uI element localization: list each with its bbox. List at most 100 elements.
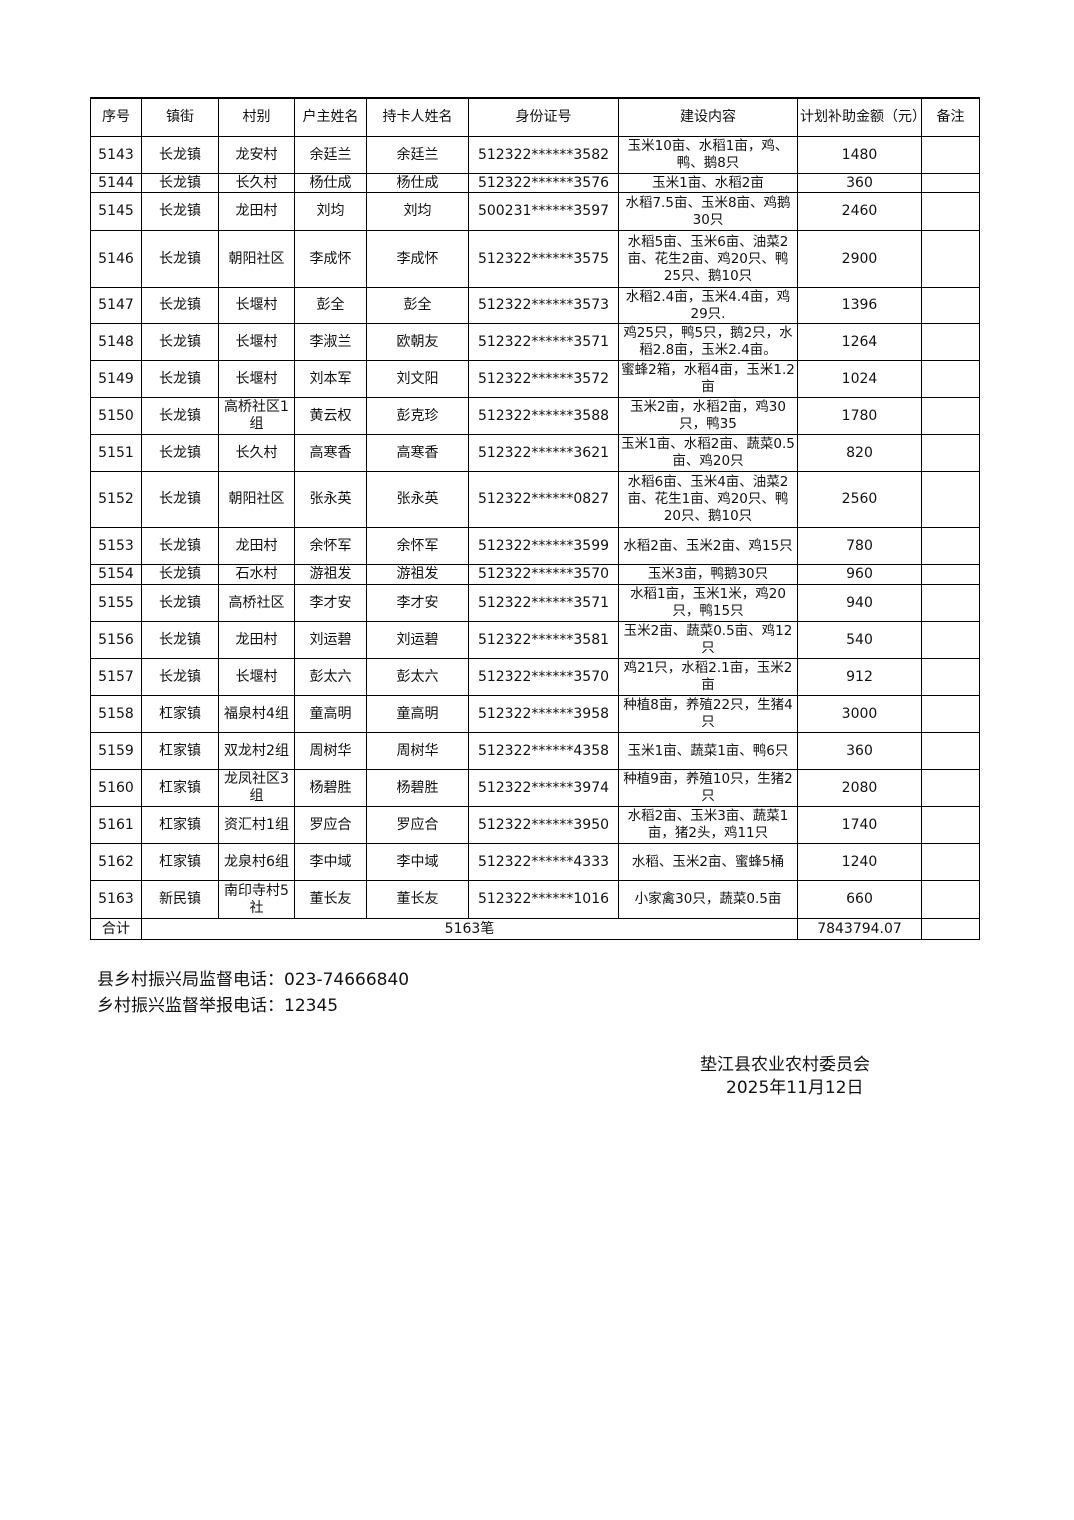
cell-village: 长堰村 [218, 323, 295, 361]
cell-id-number: 512322******4358 [468, 732, 619, 770]
cell-construction-content: 种植8亩，养殖22只，生猪4只 [618, 695, 798, 733]
cell-subsidy-amount: 1240 [797, 843, 922, 881]
cell-householder: 游祖发 [294, 564, 367, 585]
cell-village: 龙田村 [218, 527, 295, 565]
cell-construction-content: 鸡21只，水稻2.1亩，玉米2亩 [618, 658, 798, 696]
cell-construction-content: 水稻5亩、玉米6亩、油菜2亩、花生2亩、鸡20只、鸭25只、鹅10只 [618, 230, 798, 288]
issue-date: 2025年11月12日 [726, 1078, 864, 1098]
cell-cardholder: 童高明 [366, 695, 469, 733]
cell-subsidy-amount: 2560 [797, 471, 922, 528]
cell-seq: 5151 [90, 434, 142, 472]
cell-remark [921, 136, 980, 174]
cell-village: 高桥社区1组 [218, 397, 295, 435]
header-subsidy-amount: 计划补助金额（元） [797, 97, 922, 137]
table-row: 5144 长龙镇 长久村 杨仕成 杨仕成 512322******3576 玉米1亩、水稻2… [90, 173, 980, 193]
cell-town: 长龙镇 [141, 584, 219, 622]
cell-village: 长堰村 [218, 658, 295, 696]
table-row: 5163 新民镇 南印寺村5社 董长友 董长友 512322******1016 小家禽30… [90, 880, 980, 919]
cell-id-number: 512322******3570 [468, 564, 619, 585]
cell-subsidy-amount: 1024 [797, 360, 922, 398]
cell-cardholder: 高寒香 [366, 434, 469, 472]
cell-seq: 5153 [90, 527, 142, 565]
cell-subsidy-amount: 1264 [797, 323, 922, 361]
cell-remark [921, 584, 980, 622]
cell-village: 龙田村 [218, 192, 295, 231]
cell-village: 双龙村2组 [218, 732, 295, 770]
cell-householder: 余廷兰 [294, 136, 367, 174]
cell-town: 杠家镇 [141, 732, 219, 770]
cell-construction-content: 种植9亩，养殖10只，生猪2只 [618, 769, 798, 807]
table-row: 5147 长龙镇 长堰村 彭全 彭全 512322******3573 水稻2.4亩，玉米4… [90, 287, 980, 324]
cell-seq: 5146 [90, 230, 142, 288]
cell-construction-content: 水稻2亩、玉米3亩、蔬菜1亩，猪2头，鸡11只 [618, 806, 798, 844]
cell-remark [921, 880, 980, 919]
cell-id-number: 512322******3621 [468, 434, 619, 472]
cell-seq: 5147 [90, 287, 142, 324]
cell-town: 长龙镇 [141, 360, 219, 398]
cell-id-number: 512322******3572 [468, 360, 619, 398]
issuer: 垫江县农业农村委员会 [700, 1055, 870, 1075]
cell-id-number: 512322******3588 [468, 397, 619, 435]
cell-seq: 5159 [90, 732, 142, 770]
cell-seq: 5154 [90, 564, 142, 585]
cell-village: 龙凤社区3组 [218, 769, 295, 807]
cell-village: 福泉村4组 [218, 695, 295, 733]
table-row: 5150 长龙镇 高桥社区1组 黄云权 彭克珍 512322******3588 玉米2亩，… [90, 397, 980, 435]
cell-cardholder: 彭全 [366, 287, 469, 324]
cell-id-number: 512322******3581 [468, 621, 619, 659]
cell-town: 长龙镇 [141, 564, 219, 585]
cell-construction-content: 玉米1亩、水稻2亩、蔬菜0.5亩、鸡20只 [618, 434, 798, 472]
cell-subsidy-amount: 660 [797, 880, 922, 919]
cell-remark [921, 323, 980, 361]
cell-householder: 董长友 [294, 880, 367, 919]
cell-subsidy-amount: 2460 [797, 192, 922, 231]
cell-seq: 5150 [90, 397, 142, 435]
cell-id-number: 512322******3571 [468, 323, 619, 361]
cell-remark [921, 769, 980, 807]
cell-cardholder: 李才安 [366, 584, 469, 622]
cell-village: 高桥社区 [218, 584, 295, 622]
cell-householder: 彭全 [294, 287, 367, 324]
cell-seq: 5149 [90, 360, 142, 398]
cell-town: 长龙镇 [141, 287, 219, 324]
total-amount: 7843794.07 [797, 918, 922, 940]
table-row: 5152 长龙镇 朝阳社区 张永英 张永英 512322******0827 水稻6亩、玉米… [90, 471, 980, 528]
cell-town: 长龙镇 [141, 136, 219, 174]
table-header: 序号 镇街 村别 户主姓名 持卡人姓名 身份证号 建设内容 计划补助金额（元） 备注 [90, 97, 980, 137]
cell-town: 长龙镇 [141, 192, 219, 231]
cell-town: 长龙镇 [141, 434, 219, 472]
cell-construction-content: 小家禽30只，蔬菜0.5亩 [618, 880, 798, 919]
cell-construction-content: 玉米1亩、蔬菜1亩、鸭6只 [618, 732, 798, 770]
cell-town: 杠家镇 [141, 769, 219, 807]
cell-cardholder: 刘文阳 [366, 360, 469, 398]
cell-village: 长久村 [218, 434, 295, 472]
cell-remark [921, 434, 980, 472]
cell-householder: 刘均 [294, 192, 367, 231]
table-row: 5154 长龙镇 石水村 游祖发 游祖发 512322******3570 玉米3亩，鸭鹅3… [90, 564, 980, 585]
cell-seq: 5162 [90, 843, 142, 881]
cell-id-number: 512322******3570 [468, 658, 619, 696]
cell-cardholder: 欧朝友 [366, 323, 469, 361]
cell-householder: 黄云权 [294, 397, 367, 435]
table-row: 5156 长龙镇 龙田村 刘运碧 刘运碧 512322******3581 玉米2亩、蔬菜0… [90, 621, 980, 659]
cell-village: 南印寺村5社 [218, 880, 295, 919]
cell-subsidy-amount: 540 [797, 621, 922, 659]
header-cardholder: 持卡人姓名 [366, 97, 469, 137]
cell-seq: 5156 [90, 621, 142, 659]
cell-subsidy-amount: 1780 [797, 397, 922, 435]
cell-village: 长久村 [218, 173, 295, 193]
cell-cardholder: 余廷兰 [366, 136, 469, 174]
cell-householder: 杨碧胜 [294, 769, 367, 807]
cell-cardholder: 李中域 [366, 843, 469, 881]
cell-remark [921, 360, 980, 398]
cell-householder: 刘本军 [294, 360, 367, 398]
header-householder: 户主姓名 [294, 97, 367, 137]
cell-subsidy-amount: 2080 [797, 769, 922, 807]
cell-remark [921, 192, 980, 231]
cell-cardholder: 李成怀 [366, 230, 469, 288]
table-row: 5159 杠家镇 双龙村2组 周树华 周树华 512322******4358 玉米1亩、蔬… [90, 732, 980, 770]
table-row: 5158 杠家镇 福泉村4组 童高明 童高明 512322******3958 种植8亩，养… [90, 695, 980, 733]
cell-householder: 童高明 [294, 695, 367, 733]
cell-seq: 5161 [90, 806, 142, 844]
total-label: 合计 [90, 918, 142, 940]
